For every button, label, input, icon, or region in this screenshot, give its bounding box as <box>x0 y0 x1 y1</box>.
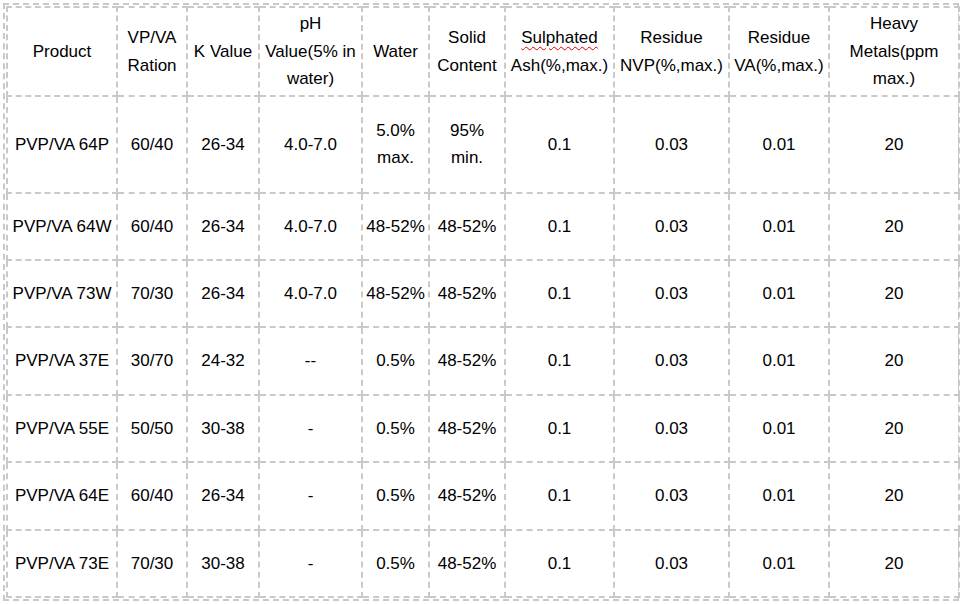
table-header-row: Product VP/VA Ration K Value pH Value(5%… <box>7 7 959 96</box>
cell-k-value: 26-34 <box>187 96 259 193</box>
cell-residue-va: 0.01 <box>729 462 829 529</box>
cell-k-value: 30-38 <box>187 395 259 462</box>
cell-residue-va: 0.01 <box>729 193 829 260</box>
cell-vpva-ration: 60/40 <box>117 193 187 260</box>
table-row: PVP/VA 73E 70/30 30-38 - 0.5% 48-52% 0.1… <box>7 530 959 597</box>
cell-water: 0.5% <box>362 395 429 462</box>
cell-residue-nvp: 0.03 <box>614 395 729 462</box>
cell-ph-value: 4.0-7.0 <box>259 260 362 327</box>
cell-residue-nvp: 0.03 <box>614 327 729 394</box>
cell-sulphated-ash: 0.1 <box>505 193 614 260</box>
cell-residue-nvp: 0.03 <box>614 530 729 597</box>
cell-residue-va: 0.01 <box>729 327 829 394</box>
col-header-heavy-metals: Heavy Metals(ppm max.) <box>829 7 959 96</box>
misspelled-word: Sulphated <box>521 28 598 47</box>
cell-vpva-ration: 30/70 <box>117 327 187 394</box>
cell-water: 0.5% <box>362 327 429 394</box>
cell-k-value: 26-34 <box>187 193 259 260</box>
col-header-residue-va: Residue VA(%,max.) <box>729 7 829 96</box>
cell-solid-content: 95% min. <box>429 96 505 193</box>
cell-solid-content: 48-52% <box>429 395 505 462</box>
col-header-product: Product <box>7 7 117 96</box>
cell-water: 48-52% <box>362 193 429 260</box>
col-header-residue-nvp: Residue NVP(%,max.) <box>614 7 729 96</box>
cell-vpva-ration: 70/30 <box>117 260 187 327</box>
cell-sulphated-ash: 0.1 <box>505 327 614 394</box>
cell-residue-va: 0.01 <box>729 260 829 327</box>
cell-ph-value: - <box>259 530 362 597</box>
cell-ph-value: - <box>259 395 362 462</box>
cell-residue-nvp: 0.03 <box>614 96 729 193</box>
cell-residue-nvp: 0.03 <box>614 260 729 327</box>
cell-water: 5.0% max. <box>362 96 429 193</box>
col-header-ph-value: pH Value(5% in water) <box>259 7 362 96</box>
cell-solid-content: 48-52% <box>429 193 505 260</box>
cell-product: PVP/VA 37E <box>7 327 117 394</box>
cell-k-value: 26-34 <box>187 260 259 327</box>
cell-ph-value: - <box>259 462 362 529</box>
col-header-sulphated-ash: Sulphated Ash(%,max.) <box>505 7 614 96</box>
cell-k-value: 26-34 <box>187 462 259 529</box>
cell-residue-va: 0.01 <box>729 530 829 597</box>
cell-sulphated-ash: 0.1 <box>505 530 614 597</box>
cell-residue-nvp: 0.03 <box>614 193 729 260</box>
cell-solid-content: 48-52% <box>429 530 505 597</box>
cell-solid-content: 48-52% <box>429 327 505 394</box>
table-row: PVP/VA 37E 30/70 24-32 -- 0.5% 48-52% 0.… <box>7 327 959 394</box>
table-body: PVP/VA 64P 60/40 26-34 4.0-7.0 5.0% max.… <box>7 96 959 597</box>
cell-heavy-metals: 20 <box>829 462 959 529</box>
cell-ph-value: 4.0-7.0 <box>259 193 362 260</box>
table-row: PVP/VA 55E 50/50 30-38 - 0.5% 48-52% 0.1… <box>7 395 959 462</box>
cell-heavy-metals: 20 <box>829 96 959 193</box>
cell-product: PVP/VA 64P <box>7 96 117 193</box>
cell-product: PVP/VA 64W <box>7 193 117 260</box>
cell-heavy-metals: 20 <box>829 530 959 597</box>
product-spec-table: Product VP/VA Ration K Value pH Value(5%… <box>6 6 960 598</box>
cell-heavy-metals: 20 <box>829 193 959 260</box>
table-row: PVP/VA 64P 60/40 26-34 4.0-7.0 5.0% max.… <box>7 96 959 193</box>
cell-product: PVP/VA 55E <box>7 395 117 462</box>
cell-ph-value: 4.0-7.0 <box>259 96 362 193</box>
table-row: PVP/VA 64E 60/40 26-34 - 0.5% 48-52% 0.1… <box>7 462 959 529</box>
cell-vpva-ration: 50/50 <box>117 395 187 462</box>
cell-solid-content: 48-52% <box>429 462 505 529</box>
cell-heavy-metals: 20 <box>829 395 959 462</box>
col-header-water: Water <box>362 7 429 96</box>
col-header-k-value: K Value <box>187 7 259 96</box>
cell-vpva-ration: 70/30 <box>117 530 187 597</box>
cell-residue-nvp: 0.03 <box>614 462 729 529</box>
cell-vpva-ration: 60/40 <box>117 462 187 529</box>
cell-sulphated-ash: 0.1 <box>505 462 614 529</box>
cell-sulphated-ash: 0.1 <box>505 395 614 462</box>
product-spec-table-container: Product VP/VA Ration K Value pH Value(5%… <box>3 3 959 601</box>
cell-product: PVP/VA 73E <box>7 530 117 597</box>
table-row: PVP/VA 64W 60/40 26-34 4.0-7.0 48-52% 48… <box>7 193 959 260</box>
cell-residue-va: 0.01 <box>729 96 829 193</box>
col-header-solid-content: Solid Content <box>429 7 505 96</box>
cell-ph-value: -- <box>259 327 362 394</box>
cell-product: PVP/VA 73W <box>7 260 117 327</box>
cell-vpva-ration: 60/40 <box>117 96 187 193</box>
cell-sulphated-ash: 0.1 <box>505 96 614 193</box>
cell-water: 48-52% <box>362 260 429 327</box>
cell-heavy-metals: 20 <box>829 260 959 327</box>
cell-k-value: 30-38 <box>187 530 259 597</box>
cell-water: 0.5% <box>362 462 429 529</box>
cell-solid-content: 48-52% <box>429 260 505 327</box>
cell-heavy-metals: 20 <box>829 327 959 394</box>
table-row: PVP/VA 73W 70/30 26-34 4.0-7.0 48-52% 48… <box>7 260 959 327</box>
col-header-vpva-ration: VP/VA Ration <box>117 7 187 96</box>
cell-water: 0.5% <box>362 530 429 597</box>
cell-residue-va: 0.01 <box>729 395 829 462</box>
sulphated-ash-units: Ash(%,max.) <box>511 56 608 75</box>
cell-k-value: 24-32 <box>187 327 259 394</box>
cell-sulphated-ash: 0.1 <box>505 260 614 327</box>
cell-product: PVP/VA 64E <box>7 462 117 529</box>
